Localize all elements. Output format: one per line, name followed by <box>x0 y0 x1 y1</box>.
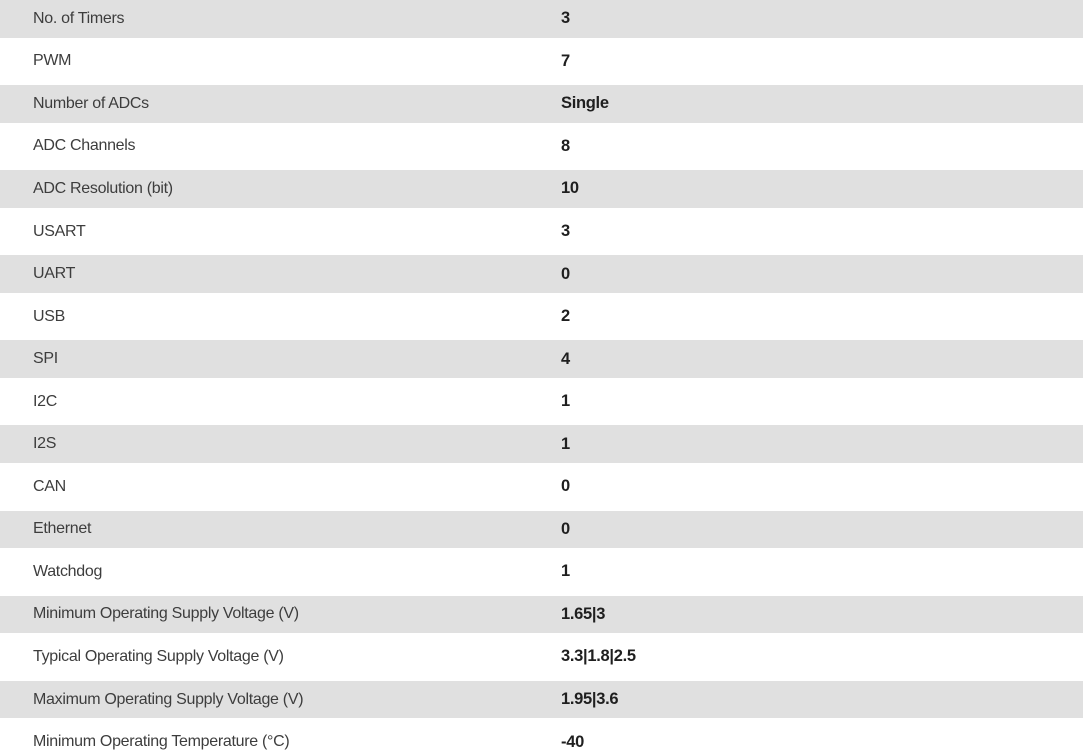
table-row: CAN 0 <box>0 468 1083 511</box>
table-row: Minimum Operating Supply Voltage (V) 1.6… <box>0 595 1083 639</box>
spec-value: 0 <box>561 519 570 538</box>
spec-value: 4 <box>561 349 570 368</box>
spec-label: Minimum Operating Supply Voltage (V) <box>33 605 299 623</box>
table-row: Maximum Operating Supply Voltage (V) 1.9… <box>0 680 1083 724</box>
table-row: PWM 7 <box>0 42 1083 86</box>
spec-value: 3 <box>561 9 570 28</box>
table-row: Minimum Operating Temperature (°C) -40 <box>0 723 1083 756</box>
spec-value: 8 <box>561 136 570 155</box>
table-row: I2C 1 <box>0 382 1083 426</box>
table-row: UART 0 <box>0 255 1083 298</box>
spec-label: Watchdog <box>33 562 103 580</box>
spec-value: 1.65|3 <box>561 604 606 623</box>
spec-value: 1.95|3.6 <box>561 690 619 709</box>
table-row: ADC Channels 8 <box>0 127 1083 171</box>
spec-label: ADC Resolution (bit) <box>33 179 173 197</box>
spec-label: UART <box>33 265 76 283</box>
table-row: Ethernet 0 <box>0 510 1083 554</box>
spec-value: Single <box>561 94 609 113</box>
table-row: USB 2 <box>0 297 1083 341</box>
spec-value: 1 <box>561 562 570 581</box>
spec-label: I2C <box>33 392 57 410</box>
spec-label: Maximum Operating Supply Voltage (V) <box>33 690 304 708</box>
spec-label: CAN <box>33 477 66 495</box>
spec-label: USART <box>33 222 86 240</box>
spec-value: 10 <box>561 179 579 198</box>
spec-label: No. of Timers <box>33 9 125 27</box>
spec-value: 3.3|1.8|2.5 <box>561 647 636 666</box>
spec-value: 1 <box>561 392 570 411</box>
table-row: USART 3 <box>0 212 1083 256</box>
spec-value: 2 <box>561 307 570 326</box>
table-row: Watchdog 1 <box>0 553 1083 596</box>
spec-value: 0 <box>561 264 570 283</box>
table-row: No. of Timers 3 <box>0 0 1083 43</box>
table-row: ADC Resolution (bit) 10 <box>0 170 1083 213</box>
spec-label: Number of ADCs <box>33 94 149 112</box>
spec-value: 7 <box>561 51 570 70</box>
spec-value: 3 <box>561 222 570 240</box>
spec-label: I2S <box>33 435 57 453</box>
table-row: I2S 1 <box>0 425 1083 469</box>
spec-value: 1 <box>561 434 570 453</box>
spec-label: Minimum Operating Temperature (°C) <box>33 733 290 751</box>
table-row: SPI 4 <box>0 340 1083 383</box>
spec-value: 0 <box>561 477 570 496</box>
spec-label: PWM <box>33 52 72 70</box>
table-row: Typical Operating Supply Voltage (V) 3.3… <box>0 638 1083 681</box>
table-row: Number of ADCs Single <box>0 85 1083 128</box>
spec-label: Ethernet <box>33 520 92 538</box>
spec-label: ADC Channels <box>33 137 136 155</box>
spec-label: Typical Operating Supply Voltage (V) <box>33 647 284 665</box>
spec-label: SPI <box>33 350 58 368</box>
spec-value: -40 <box>561 732 584 751</box>
spec-label: USB <box>33 307 65 325</box>
